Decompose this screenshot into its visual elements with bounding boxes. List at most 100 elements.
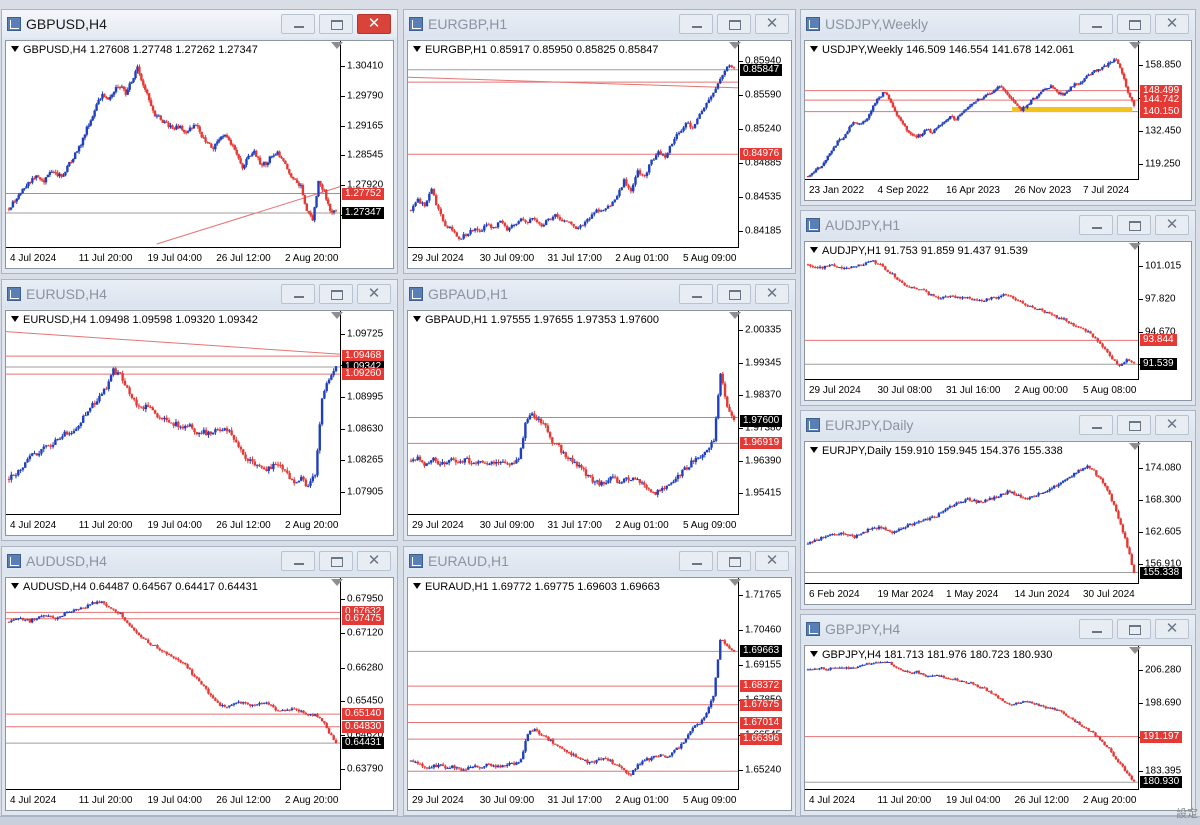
- price-axis[interactable]: 0.85940 0.85590 0.85240 0.84885 0.84535 0.841…: [738, 41, 791, 248]
- chart-shift-marker-icon[interactable]: [729, 579, 741, 586]
- chart-plot-area[interactable]: 1.717651.704601.691551.678501.665451.652…: [407, 577, 792, 811]
- chart-window-gbpusd[interactable]: GBPUSD,H4 ✕ 1.30410 1.29790 1.29165 1.28545 1.…: [1, 9, 398, 274]
- minimize-button[interactable]: [1079, 14, 1113, 34]
- minimize-button[interactable]: [679, 551, 713, 571]
- chart-shift-marker-icon[interactable]: [1129, 443, 1141, 450]
- chart-shift-marker-icon[interactable]: [331, 42, 343, 49]
- price-axis[interactable]: 1.717651.704601.691551.678501.665451.652…: [738, 578, 791, 790]
- time-axis[interactable]: [408, 514, 739, 515]
- trend-line[interactable]: [408, 76, 740, 89]
- time-axis[interactable]: [6, 247, 341, 248]
- chart-shift-marker-icon[interactable]: [331, 579, 343, 586]
- maximize-button[interactable]: [1117, 14, 1151, 34]
- minimize-button[interactable]: [679, 14, 713, 34]
- close-button[interactable]: ✕: [755, 551, 789, 571]
- time-axis[interactable]: [805, 583, 1139, 584]
- time-axis[interactable]: [408, 789, 739, 790]
- title-bar[interactable]: USDJPY,Weekly ✕: [801, 10, 1195, 38]
- chart-window-gbpjpy[interactable]: GBPJPY,H4✕ 206.280198.690191.100183.39519…: [800, 614, 1196, 816]
- chart-window-audjpy[interactable]: AUDJPY,H1✕101.01597.82094.67091.52093.84…: [800, 210, 1196, 406]
- maximize-button[interactable]: [717, 284, 751, 304]
- chart-shift-marker-icon[interactable]: [729, 42, 741, 49]
- minimize-button[interactable]: [281, 551, 315, 571]
- title-bar[interactable]: EURJPY,Daily ✕: [801, 411, 1195, 439]
- chart-window-usdjpy[interactable]: USDJPY,Weekly✕ 158.850145.650132.450119.2…: [800, 9, 1196, 206]
- chart-plot-area[interactable]: 174.080 168.300 162.605 156.910 155.338 6 Feb…: [804, 441, 1192, 605]
- trend-line[interactable]: [156, 185, 342, 245]
- title-bar[interactable]: EURAUD,H1 ✕: [404, 547, 795, 575]
- close-button[interactable]: ✕: [357, 14, 391, 34]
- price-axis[interactable]: 0.67950 0.67120 0.66280 0.65450 0.64620 0.637…: [340, 578, 393, 790]
- minimize-button[interactable]: [281, 284, 315, 304]
- minimize-button[interactable]: [679, 284, 713, 304]
- candle: [508, 462, 511, 468]
- title-bar[interactable]: GBPJPY,H4 ✕: [801, 615, 1195, 643]
- time-axis[interactable]: [805, 179, 1139, 180]
- time-axis[interactable]: [805, 789, 1139, 790]
- time-axis[interactable]: [805, 379, 1139, 380]
- maximize-button[interactable]: [1117, 415, 1151, 435]
- minimize-button[interactable]: [1079, 415, 1113, 435]
- price-axis[interactable]: 1.304101.297901.291651.285451.279201.273…: [340, 41, 393, 248]
- maximize-button[interactable]: [1117, 619, 1151, 639]
- chart-window-eurusd[interactable]: EURUSD,H4✕ 1.097251.093651.089951.086301.…: [1, 279, 398, 541]
- price-axis[interactable]: 1.097251.093651.089951.086301.082651.079…: [340, 311, 393, 515]
- candle: [709, 699, 713, 709]
- close-button[interactable]: ✕: [1155, 415, 1189, 435]
- chart-shift-marker-icon[interactable]: [729, 312, 741, 319]
- price-axis[interactable]: 2.00335 1.99345 1.98370 1.97380 1.96390 1.954…: [738, 311, 791, 515]
- minimize-button[interactable]: [1079, 215, 1113, 235]
- title-bar[interactable]: EURUSD,H4 ✕: [2, 280, 397, 308]
- chart-plot-area[interactable]: 2.00335 1.99345 1.98370 1.97380 1.96390 1.954…: [407, 310, 792, 536]
- chart-shift-marker-icon[interactable]: [331, 312, 343, 319]
- time-axis[interactable]: [6, 789, 341, 790]
- close-button[interactable]: ✕: [1155, 215, 1189, 235]
- title-bar[interactable]: GBPAUD,H1 ✕: [404, 280, 795, 308]
- maximize-button[interactable]: [717, 14, 751, 34]
- title-bar[interactable]: GBPUSD,H4 ✕: [2, 10, 397, 38]
- maximize-button[interactable]: [319, 551, 353, 571]
- chart-window-eurjpy[interactable]: EURJPY,Daily ✕ 174.080 168.300 162.605 156.91…: [800, 410, 1196, 610]
- title-bar[interactable]: EURGBP,H1 ✕: [404, 10, 795, 38]
- maximize-button[interactable]: [1117, 215, 1151, 235]
- close-button[interactable]: ✕: [357, 551, 391, 571]
- chart-window-euraud[interactable]: EURAUD,H1✕ 1.717651.704601.691551.678501.…: [403, 546, 796, 816]
- maximize-button[interactable]: [717, 551, 751, 571]
- title-bar[interactable]: AUDUSD,H4 ✕: [2, 547, 397, 575]
- minimize-button[interactable]: [281, 14, 315, 34]
- chart-plot-area[interactable]: 101.01597.82094.67091.52093.84491.53929 …: [804, 241, 1192, 401]
- maximize-button[interactable]: [319, 284, 353, 304]
- chart-shift-marker-icon[interactable]: [1129, 647, 1141, 654]
- chart-plot-area[interactable]: 1.097251.093651.089951.086301.082651.079…: [5, 310, 394, 536]
- price-axis[interactable]: 158.850145.650132.450119.250148.499144.7…: [1138, 41, 1191, 180]
- time-axis[interactable]: [6, 514, 341, 515]
- chart-shift-marker-icon[interactable]: [1129, 42, 1141, 49]
- time-axis[interactable]: [408, 247, 739, 248]
- candle: [942, 674, 946, 679]
- chart-plot-area[interactable]: 1.304101.297901.291651.285451.279201.273…: [5, 40, 394, 269]
- chart-plot-area[interactable]: 158.850145.650132.450119.250148.499144.7…: [804, 40, 1192, 201]
- title-bar[interactable]: AUDJPY,H1 ✕: [801, 211, 1195, 239]
- candle: [1079, 468, 1082, 472]
- candle: [1004, 88, 1007, 94]
- close-button[interactable]: ✕: [1155, 619, 1189, 639]
- chart-plot-area[interactable]: 206.280198.690191.100183.395191.197180.9…: [804, 645, 1192, 811]
- maximize-button[interactable]: [319, 14, 353, 34]
- chart-shift-marker-icon[interactable]: [1129, 243, 1141, 250]
- price-axis[interactable]: 174.080 168.300 162.605 156.910 155.338: [1138, 442, 1191, 584]
- close-button[interactable]: ✕: [1155, 14, 1189, 34]
- close-button[interactable]: ✕: [755, 284, 789, 304]
- chart-plot-area[interactable]: 0.67950 0.67120 0.66280 0.65450 0.64620 0.637…: [5, 577, 394, 811]
- highlight-zone[interactable]: [1012, 106, 1133, 112]
- chart-plot-area[interactable]: 0.85940 0.85590 0.85240 0.84885 0.84535 0.841…: [407, 40, 792, 269]
- price-axis[interactable]: 206.280198.690191.100183.395191.197180.9…: [1138, 646, 1191, 790]
- close-button[interactable]: ✕: [755, 14, 789, 34]
- chart-window-audusd[interactable]: AUDUSD,H4 ✕ 0.67950 0.67120 0.66280 0.65450 0.…: [1, 546, 398, 816]
- close-button[interactable]: ✕: [357, 284, 391, 304]
- price-tag: 1.09260: [342, 368, 385, 381]
- minimize-button[interactable]: [1079, 619, 1113, 639]
- chart-window-gbpaud[interactable]: GBPAUD,H1 ✕ 2.00335 1.99345 1.98370 1.97380 1.…: [403, 279, 796, 541]
- trend-line[interactable]: [6, 331, 342, 355]
- chart-window-eurgbp[interactable]: EURGBP,H1 ✕ 0.85940 0.85590 0.85240 0.84885 0.…: [403, 9, 796, 274]
